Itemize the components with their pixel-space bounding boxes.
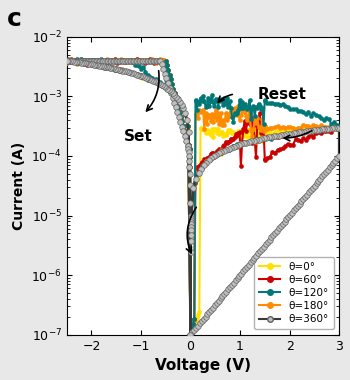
θ=120° bbox=[64, 58, 69, 63]
Line: θ=60°: θ=60° bbox=[64, 57, 341, 337]
θ=120° bbox=[197, 101, 201, 106]
Line: θ=360°: θ=360° bbox=[64, 58, 342, 337]
θ=120° bbox=[64, 57, 69, 62]
Y-axis label: Current (A): Current (A) bbox=[12, 142, 26, 230]
θ=360° bbox=[64, 58, 69, 63]
Text: Reset: Reset bbox=[257, 87, 306, 102]
θ=360° bbox=[64, 58, 69, 63]
θ=60° bbox=[219, 147, 223, 152]
θ=0° bbox=[64, 58, 69, 63]
θ=360° bbox=[181, 129, 186, 134]
θ=60° bbox=[197, 163, 201, 168]
θ=180° bbox=[64, 60, 69, 65]
θ=180° bbox=[64, 59, 69, 64]
θ=60° bbox=[215, 149, 219, 153]
θ=0° bbox=[197, 309, 201, 314]
θ=0° bbox=[219, 130, 223, 134]
Text: c: c bbox=[7, 7, 22, 31]
θ=60° bbox=[64, 59, 69, 63]
θ=0° bbox=[236, 128, 240, 133]
θ=180° bbox=[197, 108, 201, 112]
θ=60° bbox=[113, 57, 117, 61]
θ=120° bbox=[215, 98, 219, 103]
θ=120° bbox=[236, 108, 240, 112]
θ=60° bbox=[236, 131, 240, 135]
θ=0° bbox=[255, 130, 259, 134]
θ=120° bbox=[75, 57, 79, 61]
θ=120° bbox=[219, 99, 223, 103]
θ=60° bbox=[64, 59, 69, 63]
X-axis label: Voltage (V): Voltage (V) bbox=[155, 358, 251, 373]
θ=360° bbox=[91, 58, 95, 63]
θ=0° bbox=[181, 106, 185, 111]
Text: Set: Set bbox=[124, 129, 152, 144]
θ=60° bbox=[188, 332, 193, 337]
θ=360° bbox=[180, 124, 184, 129]
θ=0° bbox=[64, 59, 69, 64]
Line: θ=180°: θ=180° bbox=[64, 57, 341, 337]
θ=0° bbox=[215, 131, 219, 135]
θ=180° bbox=[236, 104, 240, 108]
θ=180° bbox=[181, 105, 185, 109]
θ=180° bbox=[215, 118, 219, 122]
θ=360° bbox=[335, 156, 340, 161]
Legend: θ=0°, θ=60°, θ=120°, θ=180°, θ=360°: θ=0°, θ=60°, θ=120°, θ=180°, θ=360° bbox=[254, 256, 334, 329]
θ=120° bbox=[188, 332, 193, 337]
θ=180° bbox=[188, 332, 193, 337]
θ=180° bbox=[219, 111, 223, 115]
Line: θ=0°: θ=0° bbox=[64, 57, 341, 337]
θ=180° bbox=[255, 116, 259, 120]
θ=0° bbox=[135, 57, 140, 62]
θ=60° bbox=[255, 123, 259, 128]
θ=60° bbox=[181, 105, 185, 109]
θ=360° bbox=[243, 267, 247, 271]
θ=360° bbox=[188, 332, 193, 337]
θ=0° bbox=[188, 332, 193, 337]
θ=120° bbox=[181, 105, 185, 110]
θ=180° bbox=[158, 57, 162, 61]
Line: θ=120°: θ=120° bbox=[64, 57, 341, 337]
θ=120° bbox=[255, 106, 259, 111]
θ=360° bbox=[272, 134, 276, 139]
